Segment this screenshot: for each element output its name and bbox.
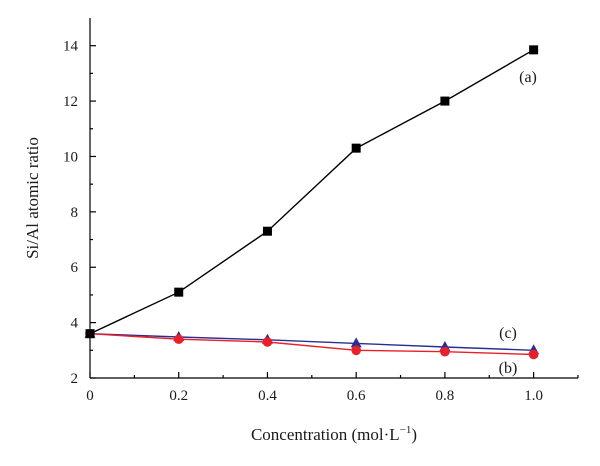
y-axis-title: Si/Al atomic ratio (23, 137, 42, 259)
marker-triangle (350, 337, 362, 348)
x-tick-label: 0.4 (258, 388, 277, 404)
series-line-2 (89, 333, 534, 351)
series-line-0 (89, 49, 534, 335)
marker-circle (173, 334, 184, 345)
series-label-0: (a) (519, 69, 537, 86)
marker-circle (262, 337, 273, 347)
y-tick-label: 14 (63, 39, 79, 55)
y-tick-label: 8 (71, 205, 79, 221)
y-tick-label: 6 (71, 260, 79, 276)
marker-circle (528, 349, 539, 360)
marker-square (529, 45, 539, 55)
marker-square (262, 226, 272, 236)
marker-square (174, 287, 184, 297)
marker-circle (440, 346, 450, 357)
series-label-2: (c) (499, 325, 517, 342)
y-tick-label: 4 (71, 316, 79, 332)
x-tick-label: 1.0 (524, 388, 543, 404)
x-axis-title: Concentration (mol·L−1) (251, 424, 417, 444)
y-tick-label: 2 (71, 371, 79, 387)
marker-square (351, 143, 361, 153)
x-tick-label: 0.8 (436, 388, 455, 404)
series-layer (84, 45, 540, 360)
x-tick-label: 0.2 (169, 388, 188, 404)
axes: 0 0.2 0.4 0.6 0.8 1.0 2 4 6 8 10 12 14 Concentration … (23, 18, 579, 444)
x-tick-label: 0 (86, 388, 94, 404)
x-tick-label: 0.6 (347, 388, 366, 404)
series-line-1 (89, 333, 534, 356)
marker-square (440, 96, 450, 106)
series-label-1: (b) (499, 360, 518, 377)
marker-circle (351, 345, 361, 356)
marker-square (85, 329, 95, 339)
y-tick-label: 12 (63, 94, 78, 110)
labels-layer: (a) (b) (c) (499, 69, 537, 377)
y-tick-label: 10 (63, 149, 78, 165)
